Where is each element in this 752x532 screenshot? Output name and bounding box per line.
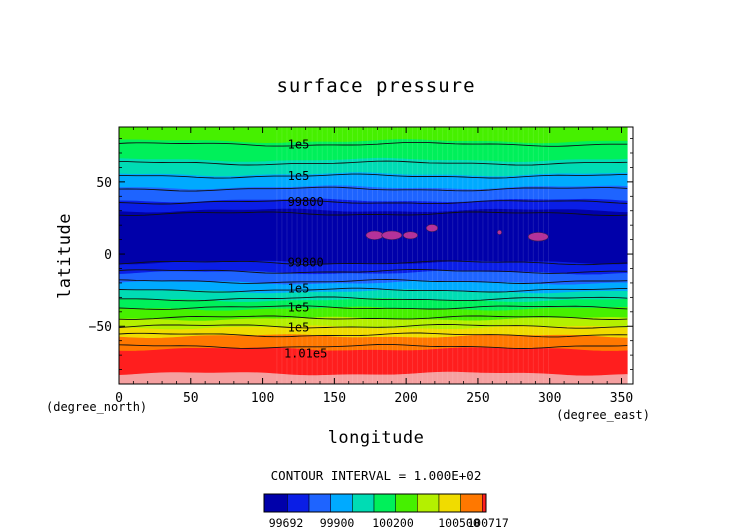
contour-line <box>118 199 628 205</box>
colorbar-label: 100717 <box>467 516 509 530</box>
y-tick-label: 0 <box>104 248 112 263</box>
contour-band <box>118 347 628 377</box>
colorbar-cell <box>482 493 487 513</box>
low-pressure-cell <box>402 231 418 240</box>
colorbar-cell <box>330 493 353 513</box>
contour-line <box>118 186 628 192</box>
contour-line <box>118 343 628 349</box>
contour-line <box>119 296 628 302</box>
x-axis-label: longitude <box>328 428 425 448</box>
contour-lines <box>118 141 628 349</box>
low-pressure-cell <box>381 230 403 240</box>
colorbar-label: 100200 <box>372 516 414 530</box>
colorbar-cell <box>287 493 310 513</box>
x-tick-label: 200 <box>394 391 417 406</box>
contour-labels: 1e5 1e5 99800 99800 1e5 1e5 1e5 1.01e5 <box>284 137 327 360</box>
contour-line <box>118 160 628 166</box>
x-axis-unit: (degree_east) <box>556 408 650 422</box>
y-axis-ticks: 50 0 −50 <box>89 138 633 370</box>
colorbar-label: 100500 <box>438 516 480 530</box>
colorbar-cell <box>352 493 375 513</box>
x-tick-label: 350 <box>610 391 633 406</box>
contour-interval-text: CONTOUR INTERVAL = 1.000E+02 <box>271 468 482 483</box>
contour-line <box>118 323 628 329</box>
contour-line <box>118 141 628 147</box>
colorbar-label: 99900 <box>320 516 355 530</box>
colorbar-cell <box>263 493 288 513</box>
contour-label: 1e5 <box>288 321 310 335</box>
contour-label: 1e5 <box>288 137 310 151</box>
contour-line <box>118 211 628 216</box>
colorbar-frame <box>263 493 487 513</box>
contour-label: 99800 <box>288 195 324 209</box>
grid-lines <box>276 127 549 384</box>
x-tick-label: 50 <box>183 391 199 406</box>
contour-label: 1.01e5 <box>284 347 327 361</box>
low-pressure-cell <box>497 229 502 235</box>
y-tick-label: 50 <box>96 176 112 191</box>
contour-line <box>118 260 628 266</box>
x-axis-ticks: 0 50 100 150 200 250 300 350 <box>115 127 633 406</box>
colorbar-cell <box>460 493 483 513</box>
x-tick-label: 0 <box>115 391 123 406</box>
contour-label: 1e5 <box>288 169 310 183</box>
low-pressure-cells <box>365 224 549 242</box>
chart-title: surface pressure <box>276 75 475 97</box>
contour-line <box>118 332 628 338</box>
contour-line <box>118 315 628 320</box>
y-tick-label: −50 <box>89 320 112 335</box>
contour-line <box>118 279 628 284</box>
colorbar-label: 99692 <box>269 516 304 530</box>
contour-label: 1e5 <box>288 282 310 296</box>
x-tick-label: 300 <box>538 391 561 406</box>
low-pressure-cell <box>425 224 439 232</box>
contour-line <box>118 287 628 293</box>
colorbar-cell <box>308 493 331 513</box>
low-pressure-cell <box>365 230 384 240</box>
colorbar-cell <box>438 493 461 513</box>
contour-line <box>118 173 628 179</box>
contour-line <box>118 268 628 274</box>
filled-contour-bands <box>118 126 628 385</box>
contour-line <box>118 305 628 310</box>
y-axis-label: latitude <box>55 213 75 299</box>
colorbar-cell <box>417 493 440 513</box>
y-axis-unit: (degree_north) <box>46 400 147 414</box>
x-tick-label: 100 <box>251 391 274 406</box>
x-tick-label: 250 <box>466 391 489 406</box>
x-tick-label: 150 <box>323 391 346 406</box>
low-pressure-cell <box>527 232 549 242</box>
colorbar-cell <box>395 493 418 513</box>
contour-label: 1e5 <box>288 300 310 314</box>
contour-label: 99800 <box>288 256 324 270</box>
plot-frame <box>118 126 634 385</box>
colorbar-cell <box>373 493 396 513</box>
colorbar-cells <box>263 493 487 513</box>
plot-area: 1e5 1e5 99800 99800 1e5 1e5 1e5 1.01e5 <box>118 126 634 385</box>
